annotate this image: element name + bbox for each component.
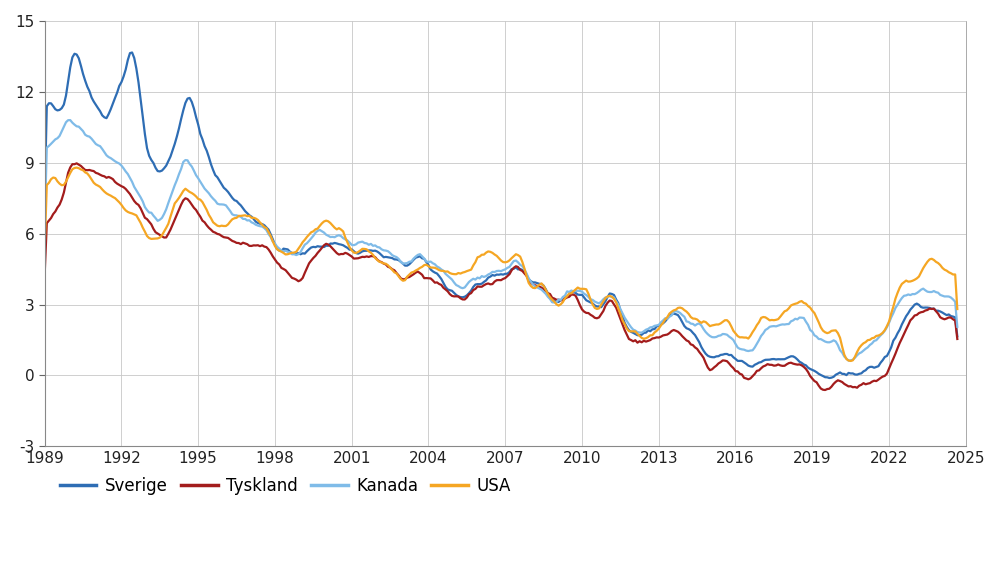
Line: Tyskland: Tyskland xyxy=(45,163,957,390)
Kanada xyxy=(416,253,428,260)
Kanada xyxy=(951,323,963,330)
Sverige xyxy=(62,78,74,85)
Kanada xyxy=(574,288,586,294)
USA xyxy=(288,249,300,256)
USA xyxy=(574,285,586,292)
Sverige xyxy=(574,292,586,298)
Tyskland xyxy=(819,387,831,394)
Sverige xyxy=(288,250,300,257)
USA xyxy=(71,164,83,171)
Tyskland xyxy=(39,271,51,278)
Kanada xyxy=(691,321,703,328)
Kanada xyxy=(175,166,187,172)
USA xyxy=(951,306,963,312)
USA xyxy=(62,174,74,181)
Line: Sverige: Sverige xyxy=(45,52,957,378)
Sverige xyxy=(126,49,138,56)
Tyskland xyxy=(175,201,187,208)
Sverige xyxy=(39,194,51,200)
Kanada xyxy=(843,358,855,364)
Sverige xyxy=(691,336,703,342)
USA xyxy=(845,358,857,364)
Tyskland xyxy=(288,275,300,282)
Kanada xyxy=(288,251,300,258)
USA xyxy=(39,245,51,252)
Line: Kanada: Kanada xyxy=(45,120,957,361)
USA xyxy=(175,191,187,198)
Tyskland xyxy=(416,271,428,278)
Tyskland xyxy=(574,302,586,309)
Line: USA: USA xyxy=(45,168,957,361)
Tyskland xyxy=(691,346,703,352)
Kanada xyxy=(62,117,74,123)
Kanada xyxy=(39,221,51,228)
Legend: Sverige, Tyskland, Kanada, USA: Sverige, Tyskland, Kanada, USA xyxy=(53,471,517,502)
Tyskland xyxy=(71,160,83,167)
Kanada xyxy=(64,117,76,123)
Sverige xyxy=(175,115,187,122)
Sverige xyxy=(823,374,835,381)
Tyskland xyxy=(951,336,963,342)
USA xyxy=(416,263,428,270)
USA xyxy=(691,316,703,323)
Sverige xyxy=(416,255,428,262)
Tyskland xyxy=(62,169,74,176)
Sverige xyxy=(951,333,963,339)
